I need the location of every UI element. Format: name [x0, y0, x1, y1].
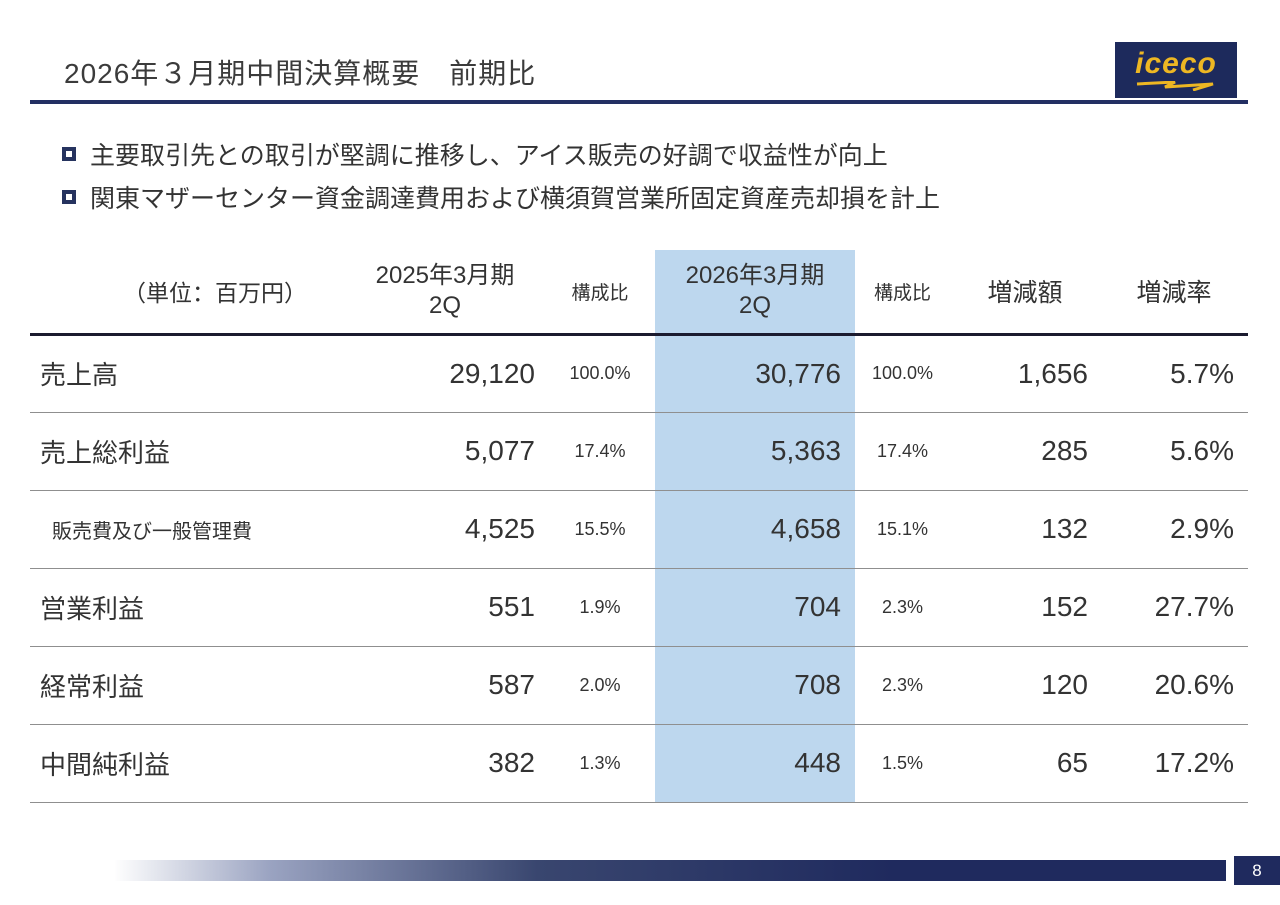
square-bullet-icon [62, 147, 76, 161]
diff-amount: 65 [950, 724, 1100, 803]
summary-bullet-list: 主要取引先との取引が堅調に推移し、アイス販売の好調で収益性が向上 関東マザーセン… [60, 138, 1240, 224]
bullet-text: 主要取引先との取引が堅調に推移し、アイス販売の好調で収益性が向上 [90, 142, 888, 170]
curr-value: 704 [655, 568, 855, 647]
curr-ratio: 100.0% [855, 334, 950, 413]
curr-value: 708 [655, 646, 855, 725]
diff-rate: 5.7% [1100, 334, 1248, 413]
prev-value: 382 [345, 724, 545, 803]
table-row-gross-profit: 売上総利益 5,077 17.4% 5,363 17.4% 285 5.6% [30, 412, 1248, 491]
diff-amount: 1,656 [950, 334, 1100, 413]
logo-swoosh-icon [1136, 81, 1214, 91]
row-label: 中間純利益 [30, 724, 345, 803]
diff-rate: 27.7% [1100, 568, 1248, 647]
prev-ratio: 1.3% [545, 724, 655, 803]
curr-ratio: 17.4% [855, 412, 950, 491]
row-label: 営業利益 [30, 568, 345, 647]
col-header-prev-period: 2025年3月期 2Q [345, 250, 545, 336]
page-number-box: 8 [1234, 856, 1280, 885]
table-row-sga-expenses: 販売費及び一般管理費 4,525 15.5% 4,658 15.1% 132 2… [30, 490, 1248, 569]
prev-value: 4,525 [345, 490, 545, 569]
curr-ratio: 2.3% [855, 568, 950, 647]
logo: iceco [1115, 42, 1237, 98]
col-header-curr-ratio: 構成比 [855, 250, 950, 336]
prev-value: 5,077 [345, 412, 545, 491]
curr-ratio: 1.5% [855, 724, 950, 803]
diff-amount: 132 [950, 490, 1100, 569]
curr-period-line1: 2026年3月期 [685, 262, 825, 290]
prev-ratio: 1.9% [545, 568, 655, 647]
table-header-row: （単位：百万円） 2025年3月期 2Q 構成比 2026年3月期 2Q 構成比… [30, 250, 1248, 336]
curr-value: 5,363 [655, 412, 855, 491]
prev-value: 551 [345, 568, 545, 647]
bullet-item: 主要取引先との取引が堅調に推移し、アイス販売の好調で収益性が向上 [60, 138, 1240, 174]
footer-gradient-bar [115, 860, 1226, 881]
curr-ratio: 15.1% [855, 490, 950, 569]
col-header-diff-amount: 増減額 [950, 250, 1100, 336]
curr-value: 448 [655, 724, 855, 803]
page-number: 8 [1252, 860, 1262, 880]
prev-value: 587 [345, 646, 545, 725]
diff-rate: 20.6% [1100, 646, 1248, 725]
table-row-net-sales: 売上高 29,120 100.0% 30,776 100.0% 1,656 5.… [30, 334, 1248, 413]
unit-label: （単位：百万円） [30, 250, 345, 336]
financial-results-table: （単位：百万円） 2025年3月期 2Q 構成比 2026年3月期 2Q 構成比… [30, 250, 1248, 803]
diff-rate: 2.9% [1100, 490, 1248, 569]
table-row-ordinary-profit: 経常利益 587 2.0% 708 2.3% 120 20.6% [30, 646, 1248, 725]
bullet-item: 関東マザーセンター資金調達費用および横須賀営業所固定資産売却損を計上 [60, 181, 1240, 217]
curr-value: 4,658 [655, 490, 855, 569]
diff-amount: 152 [950, 568, 1100, 647]
prev-period-line2: 2Q [428, 292, 461, 320]
diff-rate: 17.2% [1100, 724, 1248, 803]
diff-rate: 5.6% [1100, 412, 1248, 491]
diff-amount: 285 [950, 412, 1100, 491]
prev-ratio: 100.0% [545, 334, 655, 413]
logo-text: iceco [1135, 47, 1217, 80]
prev-ratio: 17.4% [545, 412, 655, 491]
square-bullet-icon [62, 190, 76, 204]
table-row-interim-net-profit: 中間純利益 382 1.3% 448 1.5% 65 17.2% [30, 724, 1248, 803]
curr-ratio: 2.3% [855, 646, 950, 725]
table-row-operating-profit: 営業利益 551 1.9% 704 2.3% 152 27.7% [30, 568, 1248, 647]
col-header-diff-rate: 増減率 [1100, 250, 1248, 336]
row-label: 販売費及び一般管理費 [30, 490, 345, 569]
row-label: 経常利益 [30, 646, 345, 725]
curr-value: 30,776 [655, 334, 855, 413]
diff-amount: 120 [950, 646, 1100, 725]
bullet-text: 関東マザーセンター資金調達費用および横須賀営業所固定資産売却損を計上 [90, 185, 941, 213]
col-header-curr-period: 2026年3月期 2Q [655, 250, 855, 336]
curr-period-line2: 2Q [738, 292, 771, 320]
row-label: 売上総利益 [30, 412, 345, 491]
col-header-prev-ratio: 構成比 [545, 250, 655, 336]
row-label: 売上高 [30, 334, 345, 413]
prev-ratio: 15.5% [545, 490, 655, 569]
prev-value: 29,120 [345, 334, 545, 413]
prev-ratio: 2.0% [545, 646, 655, 725]
title-divider [30, 100, 1248, 104]
page-title: 2026年３月期中間決算概要 前期比 [64, 58, 537, 89]
prev-period-line1: 2025年3月期 [375, 262, 515, 290]
